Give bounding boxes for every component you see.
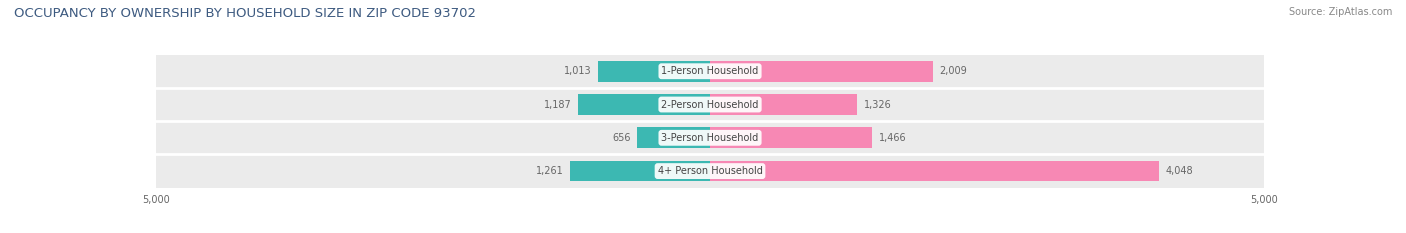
- Bar: [710, 127, 873, 148]
- Bar: [637, 127, 710, 148]
- Text: 4+ Person Household: 4+ Person Household: [658, 166, 762, 176]
- Bar: [156, 121, 1264, 154]
- Text: 2,009: 2,009: [939, 66, 967, 76]
- Bar: [710, 61, 932, 82]
- Text: 3-Person Household: 3-Person Household: [661, 133, 759, 143]
- Text: 4,048: 4,048: [1166, 166, 1192, 176]
- Text: Source: ZipAtlas.com: Source: ZipAtlas.com: [1288, 7, 1392, 17]
- Text: 2-Person Household: 2-Person Household: [661, 99, 759, 110]
- Bar: [156, 55, 1264, 88]
- Text: 1,013: 1,013: [564, 66, 591, 76]
- Text: 1,326: 1,326: [863, 99, 891, 110]
- Text: 1,187: 1,187: [544, 99, 572, 110]
- Text: 656: 656: [612, 133, 631, 143]
- Text: 1,466: 1,466: [879, 133, 907, 143]
- Bar: [571, 161, 710, 182]
- Bar: [156, 88, 1264, 121]
- Text: OCCUPANCY BY OWNERSHIP BY HOUSEHOLD SIZE IN ZIP CODE 93702: OCCUPANCY BY OWNERSHIP BY HOUSEHOLD SIZE…: [14, 7, 477, 20]
- Bar: [710, 94, 858, 115]
- Bar: [578, 94, 710, 115]
- Text: 1,261: 1,261: [536, 166, 564, 176]
- Bar: [156, 154, 1264, 188]
- Bar: [598, 61, 710, 82]
- Bar: [710, 161, 1159, 182]
- Text: 1-Person Household: 1-Person Household: [661, 66, 759, 76]
